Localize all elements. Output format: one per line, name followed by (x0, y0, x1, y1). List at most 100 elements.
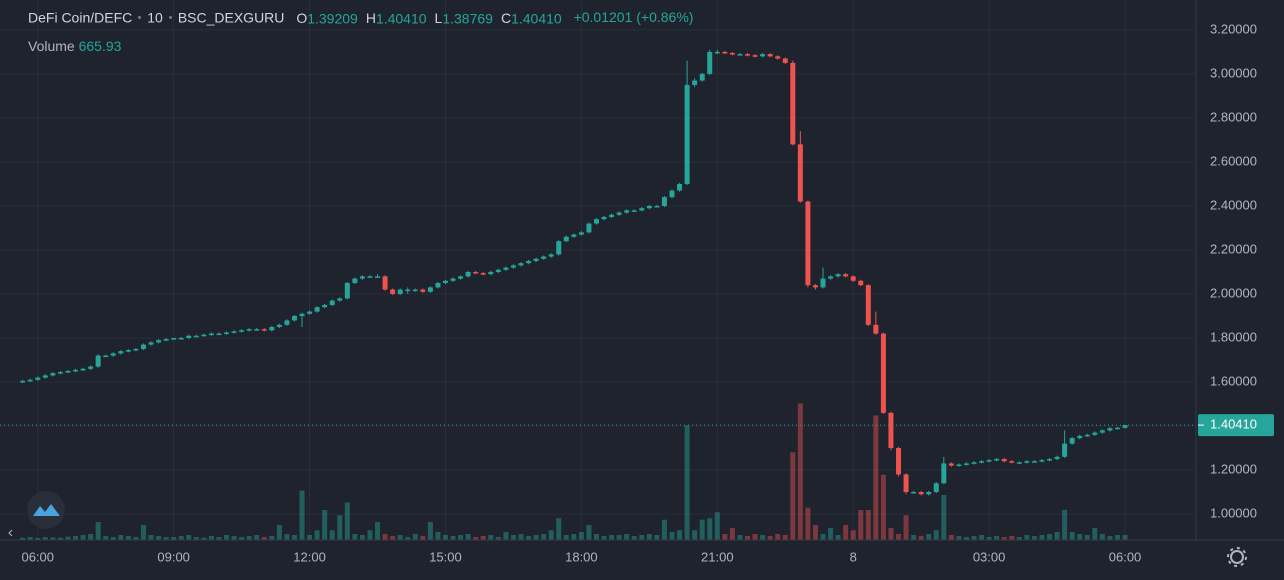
volume-bar (699, 519, 705, 540)
volume-bar (193, 537, 199, 540)
candle-body (216, 333, 222, 336)
candle-body (1107, 428, 1113, 431)
candle-body (488, 271, 494, 275)
volume-bar (216, 537, 222, 540)
volume-bar (284, 534, 290, 540)
candle-body (125, 350, 131, 352)
candle-body (616, 212, 622, 215)
candle-body (503, 267, 509, 270)
candle-body (850, 276, 856, 281)
volume-bar (1039, 534, 1045, 540)
x-tick-label: 06:00 (1109, 549, 1142, 564)
settings-icon[interactable] (1227, 547, 1247, 567)
x-tick-label: 06:00 (21, 549, 54, 564)
candle-body (1001, 459, 1007, 462)
volume-bar (541, 534, 547, 540)
volume-bar (246, 536, 252, 540)
volume-bar (397, 534, 403, 540)
candle-body (790, 62, 796, 145)
volume-bar (1114, 534, 1120, 540)
candle-body (812, 285, 818, 288)
volume-bar (95, 522, 101, 540)
candle-body (42, 375, 48, 378)
candle-body (382, 276, 388, 290)
volume-bar (654, 534, 660, 540)
volume-bar (261, 537, 267, 540)
volume-bar (828, 528, 834, 540)
volume-bar (850, 530, 856, 540)
candle-body (95, 355, 101, 367)
logo-icon[interactable] (33, 504, 60, 516)
volume-bar (337, 515, 343, 540)
candle-body (88, 366, 94, 369)
volume-bar (578, 531, 584, 540)
volume-bar (73, 536, 79, 540)
volume-bar (926, 534, 932, 540)
volume-bar (767, 536, 773, 540)
volume-bar (299, 490, 305, 540)
candle-body (1047, 459, 1053, 461)
symbol: DeFi Coin/DEFC (28, 9, 133, 26)
volume-bar (624, 534, 630, 540)
candle-body (1009, 461, 1015, 463)
candle-body (224, 332, 230, 334)
candle-body (261, 329, 267, 331)
gear[interactable] (1230, 550, 1244, 564)
volume-bar (488, 534, 494, 540)
candle-body (820, 278, 826, 288)
candle-body (745, 54, 750, 56)
volume-bar (782, 534, 788, 540)
candle-body (556, 241, 562, 255)
volume-bar (88, 534, 94, 540)
candle-body (299, 313, 305, 316)
volume-bar (873, 415, 879, 540)
volume-bar (812, 525, 818, 540)
candle-body (1114, 427, 1120, 430)
volume-bar (405, 537, 411, 540)
volume-bar (20, 537, 26, 540)
candle-body (50, 373, 56, 376)
volume-bar (896, 534, 902, 540)
volume-bar (163, 537, 169, 540)
scroll-arrow[interactable] (8, 529, 13, 537)
candle-body (699, 73, 705, 81)
volume-bar (865, 510, 871, 540)
volume-bar (178, 536, 184, 540)
volume-bar (322, 510, 328, 540)
separator (138, 15, 142, 19)
candle-body (314, 307, 320, 312)
volume-bar (684, 425, 690, 540)
volume-bar (125, 536, 131, 540)
volume-bar (1069, 531, 1075, 540)
legend-header: DeFi Coin/DEFC 10 BSC_DEXGURU O1.39209 H1.4… (28, 8, 693, 26)
y-tick-label: 2.40000 (1210, 197, 1257, 212)
volume-bar (979, 534, 985, 540)
volume-bar (933, 530, 939, 540)
candle-body (193, 335, 199, 338)
candle-body (73, 369, 79, 372)
candle-body (518, 263, 524, 266)
volume-bar (571, 534, 577, 540)
volume-value: 665.93 (78, 38, 122, 54)
logo[interactable] (27, 491, 65, 529)
logo-circle[interactable] (27, 491, 65, 529)
candle-body (276, 324, 282, 327)
candle-body (986, 460, 992, 462)
candle-body (707, 51, 713, 74)
candle-body (654, 205, 660, 208)
candle-body (1099, 430, 1105, 433)
volume-bar (276, 525, 282, 540)
candle-body (201, 334, 207, 337)
volume-bar (1062, 510, 1068, 540)
y-tick-label: 1.60000 (1210, 373, 1257, 388)
volume-bar (820, 534, 826, 540)
volume-bar (1024, 534, 1030, 540)
candle-body (971, 462, 977, 464)
candle-body (926, 492, 932, 495)
gear-teeth[interactable] (1227, 547, 1247, 567)
candle-body (1092, 432, 1098, 435)
candle-body (1054, 456, 1060, 460)
volume-bar (677, 530, 683, 540)
ohlc: O1.39209 H1.40410 L1.38769 C1.40410 (288, 9, 561, 26)
